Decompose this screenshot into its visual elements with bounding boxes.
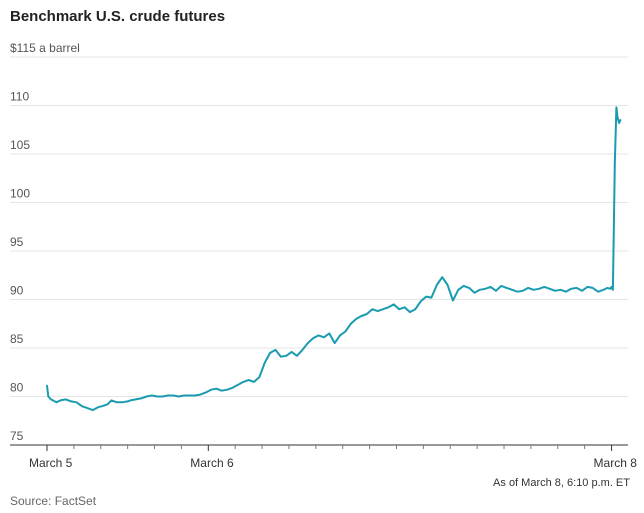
y-tick-label: $115 a barrel — [10, 41, 80, 55]
x-tick-label: March 8 — [594, 456, 638, 470]
y-tick-label: 75 — [10, 429, 24, 443]
x-tick-label: March 5 — [29, 456, 73, 470]
data-points — [46, 107, 621, 411]
x-tick-label: March 6 — [190, 456, 234, 470]
x-axis: March 5 March 6 March 8 — [10, 444, 638, 470]
chart-title: Benchmark U.S. crude futures — [10, 8, 226, 25]
y-tick-label: 80 — [10, 381, 24, 395]
gridlines — [10, 56, 628, 446]
y-tick-label: 85 — [10, 332, 24, 346]
y-tick-label: 110 — [10, 90, 29, 104]
series-layer — [46, 106, 622, 412]
source-note: Source: FactSet — [10, 494, 97, 508]
y-tick-label: 105 — [10, 138, 30, 152]
line-chart: 75 80 85 90 95 100 105 110 $115 a barrel March 5… — [10, 41, 638, 470]
y-axis-tick-labels: 75 80 85 90 95 100 105 110 $115 a barrel — [10, 41, 80, 443]
y-tick-label: 90 — [10, 284, 24, 298]
timestamp-note: As of March 8, 6:10 p.m. ET — [493, 477, 630, 489]
price-line — [46, 106, 622, 412]
y-tick-label: 95 — [10, 235, 24, 249]
y-tick-label: 100 — [10, 187, 30, 201]
